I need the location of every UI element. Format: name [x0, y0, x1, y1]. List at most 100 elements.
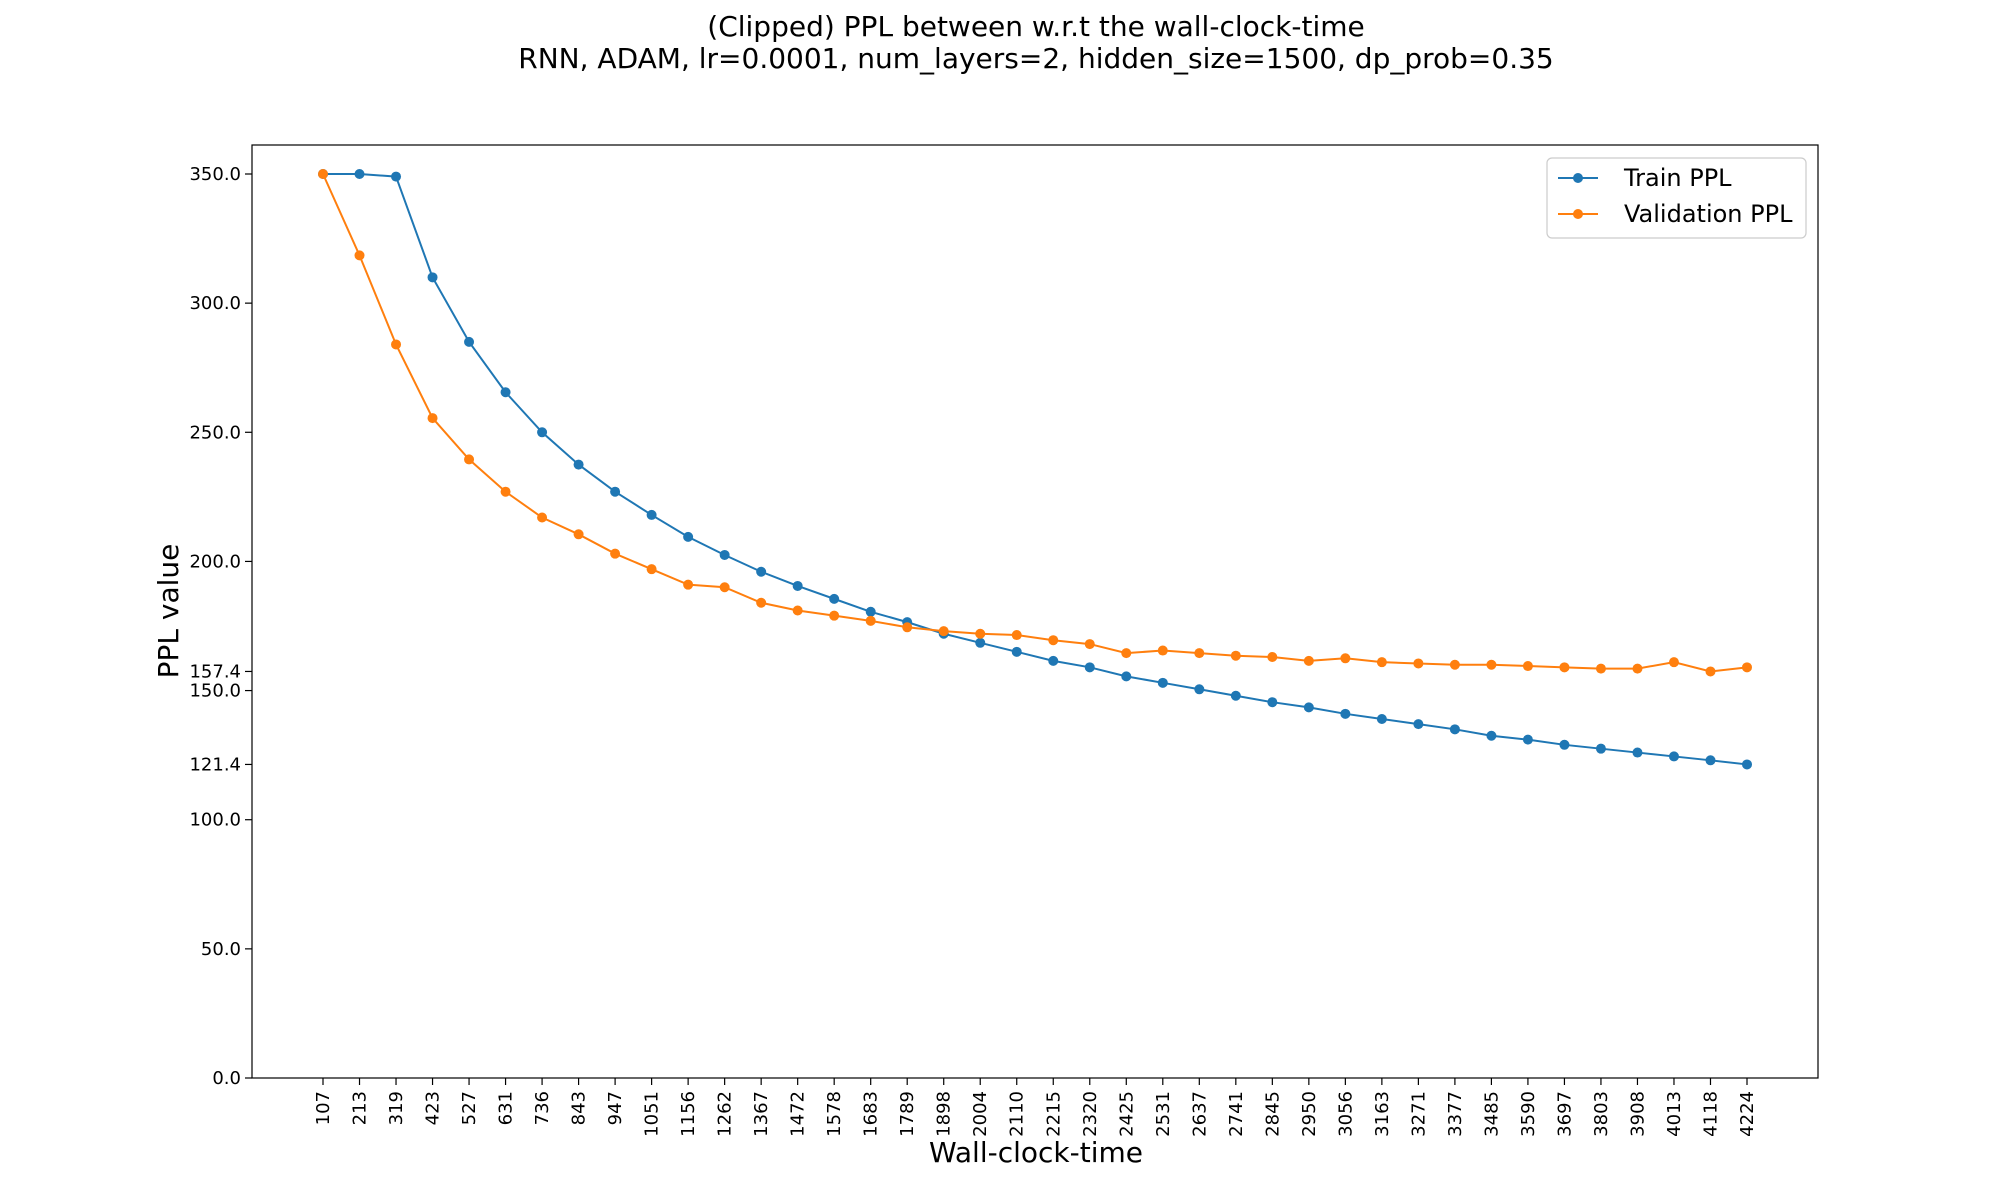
y-tick-label: 100.0	[189, 810, 241, 831]
data-point-train	[427, 272, 438, 283]
data-point-train	[500, 387, 511, 398]
data-point-validation	[1267, 651, 1278, 662]
legend-marker-validation	[1573, 209, 1583, 219]
data-point-validation	[1194, 648, 1205, 659]
series-line-validation	[322, 173, 1748, 673]
data-point-train	[573, 459, 584, 470]
data-point-train	[683, 531, 694, 542]
data-point-train	[1048, 655, 1059, 666]
x-tick-label: 2741	[1226, 1091, 1247, 1137]
data-point-train	[1413, 719, 1424, 730]
x-tick-label: 843	[569, 1091, 590, 1125]
x-tick-label: 319	[386, 1091, 407, 1125]
legend: Train PPL Validation PPL	[1546, 157, 1807, 239]
data-point-train	[865, 606, 876, 617]
data-point-validation	[1303, 655, 1314, 666]
data-point-train	[537, 427, 548, 438]
data-point-train	[1011, 646, 1022, 657]
data-point-train	[1559, 739, 1570, 750]
x-tick-label: 3056	[1335, 1091, 1356, 1137]
data-point-train	[1303, 702, 1314, 713]
x-tick-label: 1262	[715, 1091, 736, 1137]
chart-title: (Clipped) PPL between w.r.t the wall-clo…	[707, 10, 1364, 43]
data-point-train	[1742, 759, 1752, 770]
x-axis-label: Wall-clock-time	[929, 1136, 1143, 1169]
x-tick-label: 1156	[678, 1091, 699, 1137]
data-point-validation	[1449, 659, 1460, 670]
data-point-validation	[719, 582, 730, 593]
data-point-validation	[1011, 630, 1022, 641]
x-tick-label: 2950	[1299, 1091, 1320, 1137]
data-point-validation	[391, 339, 402, 350]
x-tick-label: 3908	[1627, 1091, 1648, 1137]
data-point-validation	[683, 579, 694, 590]
data-point-validation	[1668, 657, 1679, 668]
data-point-validation	[829, 610, 840, 621]
data-point-validation	[1230, 650, 1241, 661]
x-tick-label: 423	[423, 1091, 444, 1125]
data-point-validation	[1559, 662, 1570, 673]
data-point-train	[829, 593, 840, 604]
x-tick-label: 213	[350, 1091, 371, 1125]
data-point-validation	[1157, 645, 1168, 656]
x-tick-label: 3377	[1445, 1091, 1466, 1137]
chart-subtitle: RNN, ADAM, lr=0.0001, num_layers=2, hidd…	[518, 42, 1553, 75]
x-tick-label: 3485	[1481, 1091, 1502, 1137]
data-point-validation	[1486, 659, 1497, 670]
x-tick-label: 3803	[1591, 1091, 1612, 1137]
y-tick-label: 0.0	[212, 1068, 241, 1089]
data-point-validation	[1632, 663, 1643, 674]
legend-label-validation: Validation PPL	[1624, 200, 1793, 228]
y-tick-label: 350.0	[189, 164, 241, 185]
x-tick-label: 1367	[751, 1091, 772, 1137]
x-axis: 107 213 319 423 527 631 736 843 947 1051 1156 1262 1…	[313, 1078, 1758, 1137]
data-point-train	[646, 509, 657, 520]
x-tick-label: 2004	[970, 1091, 991, 1137]
y-tick-label: 150.0	[189, 681, 241, 702]
x-tick-label: 2215	[1043, 1091, 1064, 1137]
data-point-validation	[938, 626, 949, 637]
data-point-train	[1121, 671, 1132, 682]
x-tick-label: 3590	[1518, 1091, 1539, 1137]
legend-box	[1546, 157, 1807, 239]
y-axis-label: PPL value	[152, 544, 185, 679]
legend-label-train: Train PPL	[1623, 164, 1732, 192]
y-tick-label: 200.0	[189, 551, 241, 572]
x-tick-label: 3163	[1372, 1091, 1393, 1137]
series-layer	[318, 169, 1752, 770]
data-point-validation	[573, 529, 584, 540]
x-tick-label: 2845	[1262, 1091, 1283, 1137]
legend-marker-train	[1573, 173, 1583, 183]
x-tick-label: 947	[605, 1091, 626, 1125]
data-point-train	[975, 637, 986, 648]
data-point-validation	[318, 169, 328, 179]
x-tick-label: 2320	[1080, 1091, 1101, 1137]
x-tick-label: 1578	[824, 1091, 845, 1137]
data-point-train	[1376, 713, 1387, 724]
data-point-validation	[1376, 657, 1387, 668]
data-point-validation	[610, 548, 621, 559]
data-point-train	[1084, 662, 1095, 673]
data-point-validation	[354, 250, 365, 261]
x-tick-label: 3697	[1554, 1091, 1575, 1137]
series-line-train	[323, 173, 1748, 766]
x-tick-label: 2425	[1116, 1091, 1137, 1137]
data-point-train	[1595, 743, 1606, 754]
data-point-validation	[464, 454, 475, 465]
data-point-validation	[1121, 648, 1132, 659]
data-point-train	[1194, 684, 1205, 695]
data-point-train	[1486, 730, 1497, 741]
data-point-validation	[756, 597, 767, 608]
data-point-train	[1705, 755, 1716, 766]
data-point-train	[464, 336, 475, 347]
plot-area-frame	[251, 144, 1819, 1079]
x-tick-label: 1898	[934, 1091, 955, 1137]
x-tick-label: 2637	[1189, 1091, 1210, 1137]
y-tick-label: 300.0	[189, 293, 241, 314]
data-point-validation	[975, 628, 986, 639]
y-tick-label: 157.4	[189, 661, 241, 682]
x-tick-label: 1472	[788, 1091, 809, 1137]
x-tick-label: 2531	[1153, 1091, 1174, 1137]
